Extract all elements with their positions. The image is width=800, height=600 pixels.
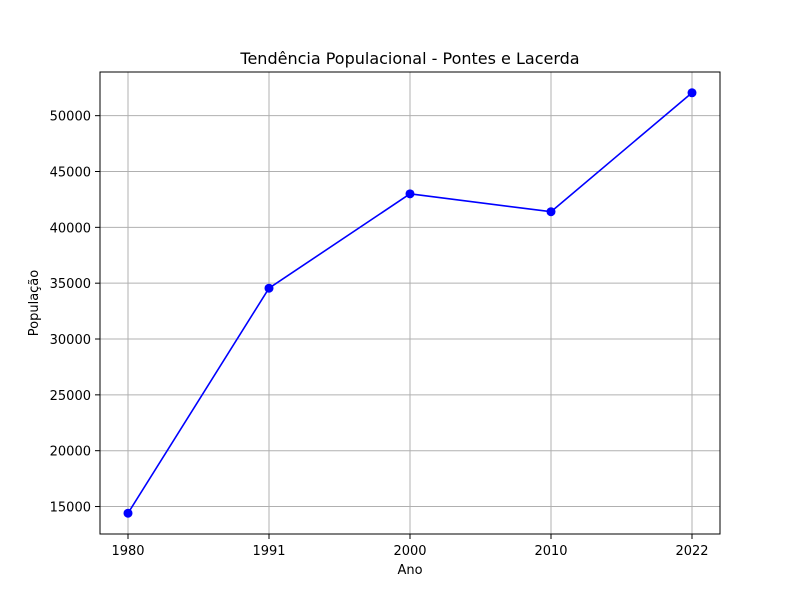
y-tick-label: 40000 [50,221,91,236]
y-tick-label: 15000 [50,501,91,516]
grid [100,72,720,534]
data-point-marker [264,283,274,293]
x-axis-label: Ano [397,563,422,578]
chart-title: Tendência Populacional - Pontes e Lacerd… [239,49,579,68]
y-tick-label: 50000 [50,110,91,125]
x-tick-label: 2022 [675,544,708,559]
y-tick-label: 30000 [50,333,91,348]
series-layer [123,88,697,518]
y-tick-label: 20000 [50,445,91,460]
data-point-marker [405,189,415,199]
x-tick-label: 2000 [393,544,426,559]
data-point-marker [546,207,556,217]
y-tick-label: 25000 [50,389,91,404]
y-axis-label: População [27,270,42,337]
x-tick-label: 1980 [111,544,144,559]
data-point-marker [123,508,133,518]
ticks: 1980 1991 2000 2010 2022 15000 20000 25000 30000… [50,110,709,559]
y-tick-label: 45000 [50,166,91,181]
x-tick-label: 2010 [534,544,567,559]
x-tick-label: 1991 [252,544,285,559]
y-tick-label: 35000 [50,277,91,292]
data-point-marker [687,88,697,98]
